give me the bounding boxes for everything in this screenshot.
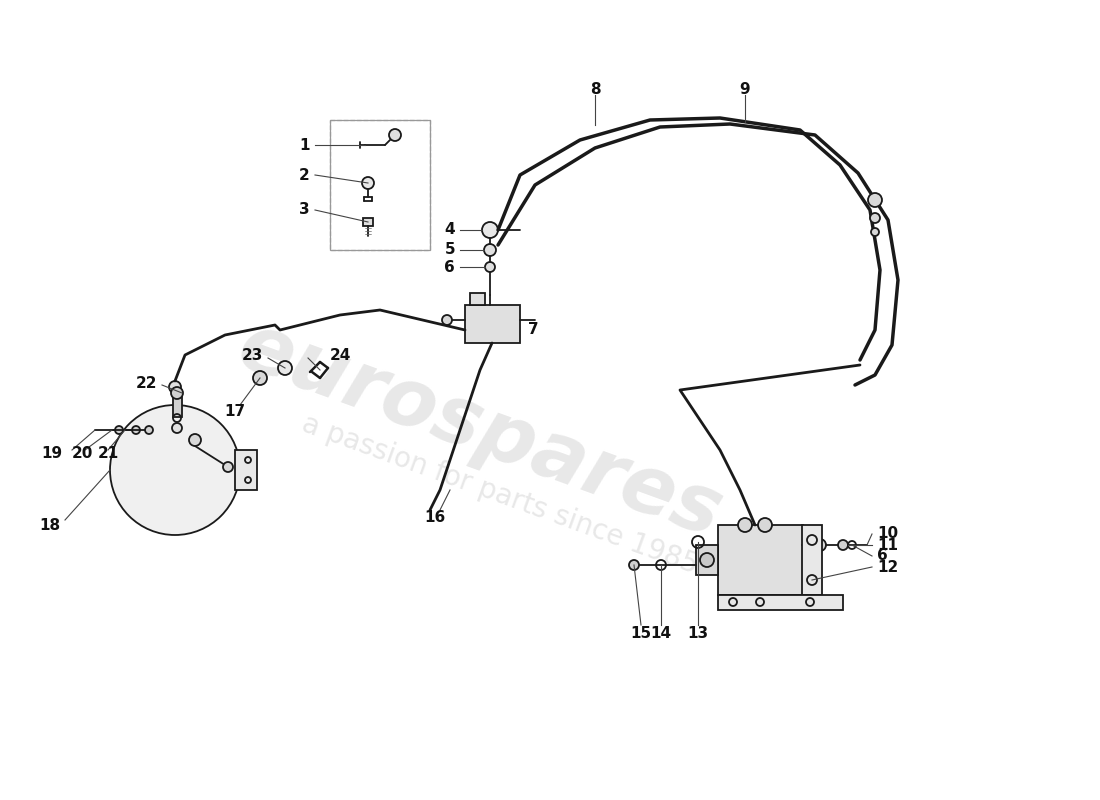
Bar [363, 218, 373, 226]
Circle shape [758, 518, 772, 532]
Circle shape [145, 426, 153, 434]
Text: 16: 16 [425, 510, 446, 526]
Text: 20: 20 [72, 446, 92, 461]
Text: a passion for parts since 1985: a passion for parts since 1985 [298, 410, 702, 580]
Text: 9: 9 [739, 82, 750, 98]
Text: 23: 23 [242, 347, 263, 362]
Text: 6: 6 [877, 549, 888, 563]
Text: 19: 19 [41, 446, 62, 461]
Circle shape [482, 222, 498, 238]
Circle shape [132, 426, 140, 434]
Circle shape [189, 434, 201, 446]
Text: 11: 11 [877, 538, 898, 553]
Circle shape [738, 518, 752, 532]
Text: 2: 2 [299, 167, 310, 182]
Circle shape [700, 553, 714, 567]
Circle shape [629, 560, 639, 570]
Text: 17: 17 [224, 405, 245, 419]
Text: 7: 7 [528, 322, 539, 337]
Bar [330, 120, 430, 250]
Circle shape [110, 405, 240, 535]
Text: 21: 21 [98, 446, 119, 461]
Circle shape [838, 540, 848, 550]
Text: 24: 24 [330, 347, 351, 362]
Circle shape [278, 361, 292, 375]
Text: 15: 15 [630, 626, 651, 641]
Text: 4: 4 [444, 222, 455, 238]
Circle shape [871, 228, 879, 236]
Circle shape [172, 423, 182, 433]
Text: 12: 12 [877, 559, 899, 574]
Circle shape [170, 387, 183, 399]
Circle shape [485, 262, 495, 272]
Circle shape [442, 315, 452, 325]
Bar [465, 305, 520, 343]
Text: eurospares: eurospares [228, 306, 733, 554]
Circle shape [362, 177, 374, 189]
Circle shape [868, 193, 882, 207]
Bar [718, 525, 803, 595]
Bar [470, 293, 485, 305]
Bar [802, 525, 822, 595]
Circle shape [389, 129, 402, 141]
Text: 10: 10 [877, 526, 898, 542]
Circle shape [253, 371, 267, 385]
Circle shape [484, 244, 496, 256]
Text: 18: 18 [39, 518, 60, 533]
Bar [235, 450, 257, 490]
Circle shape [169, 381, 182, 393]
Text: 1: 1 [299, 138, 310, 153]
Bar [718, 595, 843, 610]
Bar [696, 545, 718, 575]
Bar [173, 395, 182, 417]
Circle shape [116, 426, 123, 434]
Bar [330, 120, 430, 250]
Text: 3: 3 [299, 202, 310, 218]
Text: 22: 22 [135, 375, 157, 390]
Text: 13: 13 [688, 626, 708, 641]
Text: 8: 8 [590, 82, 601, 98]
Circle shape [814, 539, 826, 551]
Text: 6: 6 [444, 259, 455, 274]
Circle shape [223, 462, 233, 472]
Text: 14: 14 [650, 626, 672, 641]
Text: 5: 5 [444, 242, 455, 258]
Circle shape [870, 213, 880, 223]
